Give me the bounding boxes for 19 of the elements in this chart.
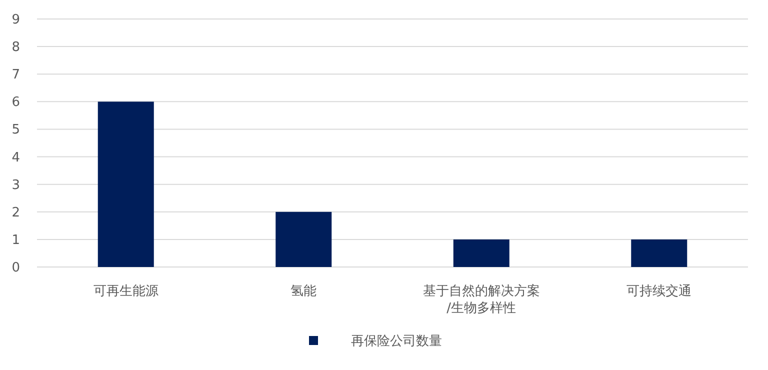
x-tick-label: 可持续交通	[626, 283, 692, 299]
x-tick-label: 氢能	[290, 284, 317, 299]
y-tick-label: 5	[12, 122, 20, 138]
x-tick-label: 基于自然的解决方案/生物多样性	[422, 283, 540, 316]
y-tick-label: 2	[12, 205, 20, 220]
y-tick-label: 0	[12, 260, 20, 276]
y-tick-label: 4	[12, 150, 20, 166]
y-tick-label: 7	[12, 68, 20, 83]
y-tick-label: 9	[12, 12, 20, 28]
y-tick-label: 8	[12, 40, 20, 56]
legend: 再保险公司数量	[309, 334, 442, 349]
y-tick-label: 6	[12, 95, 20, 110]
y-tick-label: 1	[12, 232, 20, 248]
x-tick-label: 可再生能源	[93, 284, 158, 299]
y-tick-label: 3	[12, 178, 20, 193]
bar	[98, 102, 154, 267]
bar	[453, 239, 510, 267]
bar	[276, 212, 332, 267]
bar	[631, 239, 688, 267]
